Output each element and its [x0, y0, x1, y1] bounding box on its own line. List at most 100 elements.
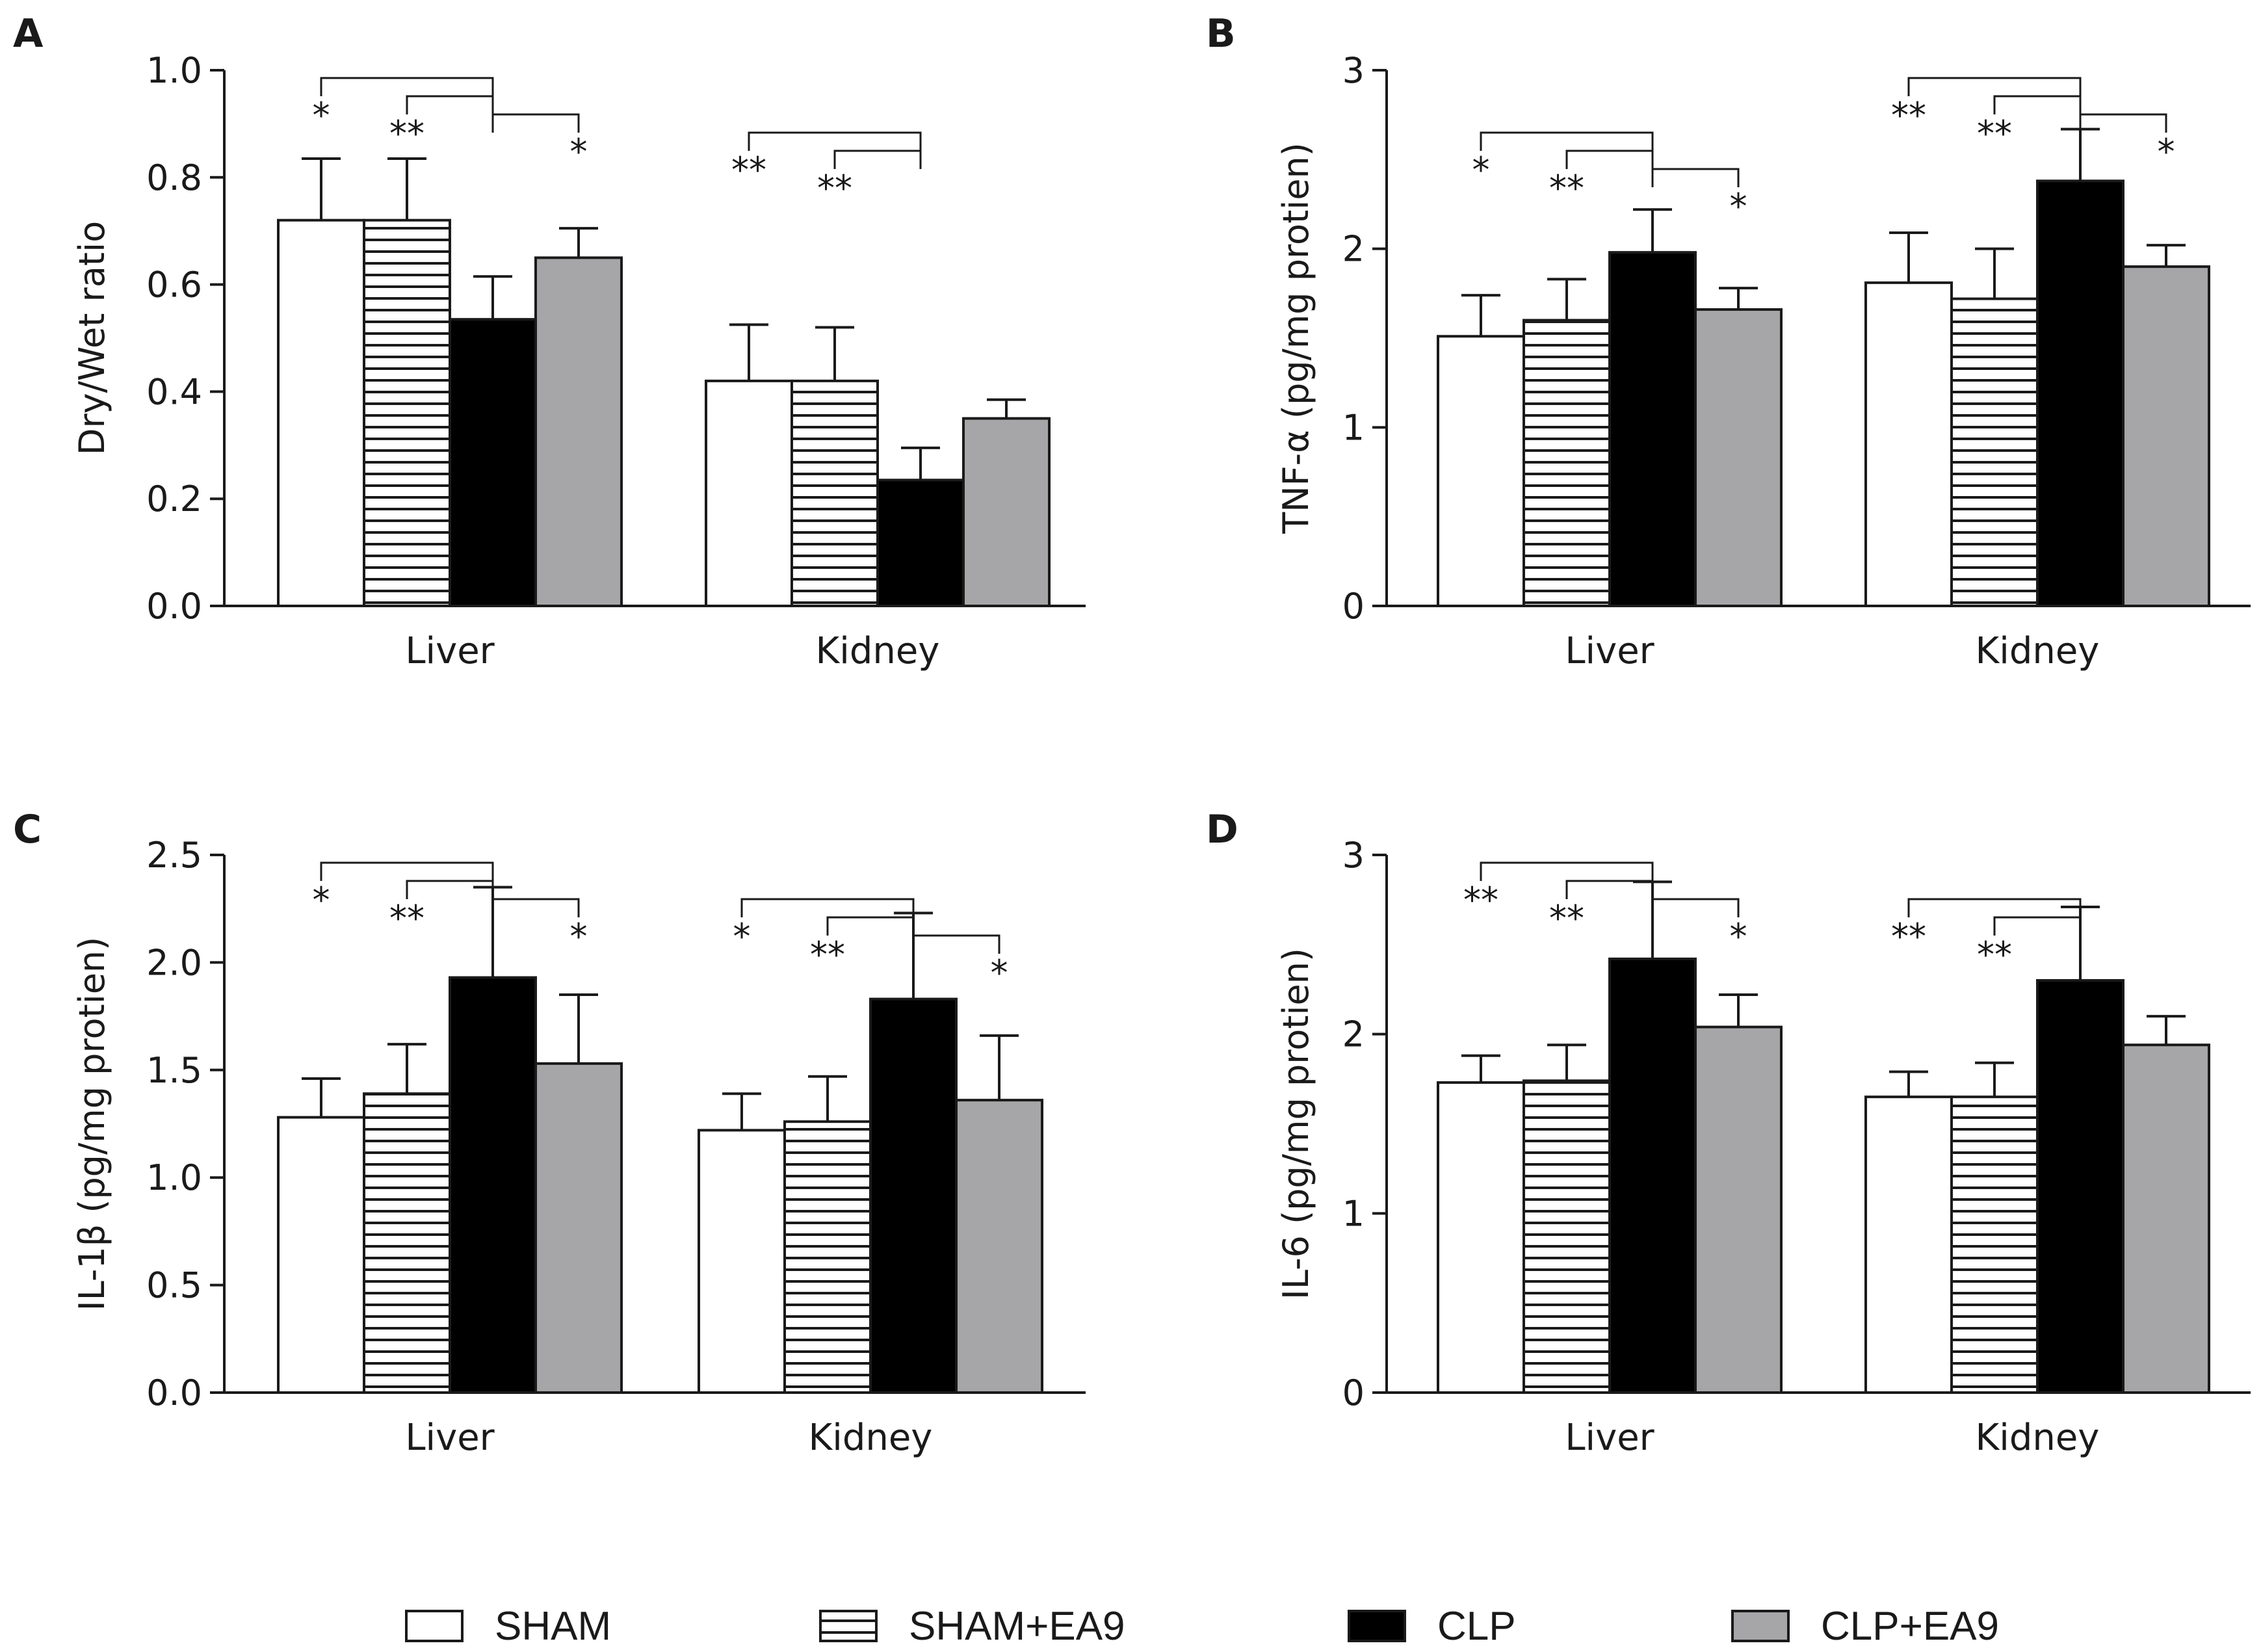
bar-clp-liver — [449, 318, 537, 607]
significance-star: * — [313, 880, 330, 921]
significance-star: ** — [1549, 898, 1584, 939]
significance-bracket — [1565, 880, 1654, 899]
y-tick-label: 2 — [1342, 229, 1365, 270]
bar-clp-ea9-kidney — [2122, 1043, 2210, 1394]
panel-a: A Dry/Wet ratio 0.0 0.2 0.4 0.6 0.8 1.0 Liver Kid… — [13, 11, 1086, 672]
significance-star: ** — [389, 898, 425, 939]
bar-clp-kidney — [876, 479, 965, 607]
legend-label-sham: SHAM — [495, 1604, 611, 1649]
legend: SHAM SHAM+EA9 CLP CLP+EA9 — [405, 1604, 1999, 1649]
category-label: Kidney — [1976, 630, 2100, 672]
significance-bracket — [1565, 150, 1654, 169]
y-tick-label: 0.5 — [146, 1265, 202, 1306]
y-tick-label: 0.8 — [146, 157, 202, 198]
bar-sham-liver — [1437, 335, 1525, 608]
category-label: Kidney — [809, 1417, 933, 1459]
significance-bracket — [491, 113, 580, 133]
legend-label-clp-ea9: CLP+EA9 — [1821, 1604, 1999, 1649]
significance-star: * — [313, 95, 330, 136]
significance-bracket — [491, 898, 580, 917]
panel-letter: D — [1206, 807, 1238, 852]
significance-bracket — [1651, 898, 1740, 917]
category-label: Kidney — [1976, 1417, 2100, 1459]
significance-bracket — [1480, 861, 1654, 881]
significance-star: ** — [1891, 95, 1926, 136]
y-tick-label: 0.6 — [146, 265, 202, 306]
bar-clp-ea9-kidney — [962, 417, 1051, 607]
significance-bracket — [406, 880, 494, 899]
significance-star: * — [570, 131, 588, 172]
bar-sham-liver — [1437, 1081, 1525, 1394]
significance-star: ** — [1891, 916, 1926, 957]
significance-star: ** — [1977, 934, 2012, 975]
significance-bracket — [912, 934, 1000, 954]
category-label: Liver — [405, 1417, 495, 1459]
bar-clp-kidney — [869, 997, 958, 1394]
bar-sham-ea9-kidney — [1950, 297, 2039, 607]
significance-bracket — [1907, 77, 2082, 96]
significance-bracket — [826, 916, 915, 936]
significance-star: ** — [810, 934, 845, 975]
bar-clp-ea9-liver — [1694, 1025, 1783, 1394]
bar-sham-ea9-kidney — [791, 379, 879, 607]
category-label: Liver — [1565, 630, 1654, 672]
significance-bracket — [740, 898, 915, 917]
y-tick-label: 0.4 — [146, 371, 202, 412]
bar-clp-liver — [1608, 957, 1697, 1395]
significance-bracket — [1993, 916, 2082, 936]
category-label: Kidney — [816, 630, 940, 672]
bar-sham-ea9-liver — [1523, 319, 1611, 607]
legend-swatch-sham — [405, 1610, 464, 1642]
significance-bracket — [320, 861, 494, 881]
y-axis-title: TNF-α (pg/mg protien) — [1275, 142, 1316, 534]
y-tick-label: 2 — [1342, 1014, 1365, 1055]
bar-clp-ea9-kidney — [955, 1099, 1043, 1395]
bar-clp-liver — [1608, 251, 1697, 608]
bar-sham-ea9-liver — [363, 218, 451, 608]
bar-sham-ea9-kidney — [1950, 1095, 2039, 1395]
bar-clp-liver — [449, 976, 537, 1394]
y-tick-label: 0 — [1342, 586, 1365, 627]
bar-sham-ea9-kidney — [783, 1120, 872, 1395]
bar-sham-liver — [277, 1116, 365, 1395]
legend-swatch-clp-ea9 — [1731, 1610, 1790, 1642]
y-tick-label: 1.0 — [146, 50, 202, 91]
significance-star: ** — [817, 168, 852, 209]
significance-star: * — [1730, 186, 1747, 227]
bar-clp-ea9-liver — [534, 256, 623, 607]
y-tick-label: 0.0 — [146, 586, 202, 627]
y-tick-label: 1.0 — [146, 1157, 202, 1198]
bar-sham-ea9-liver — [1523, 1079, 1611, 1394]
y-tick-label: 2.0 — [146, 942, 202, 983]
significance-star: * — [1730, 916, 1747, 957]
bar-clp-ea9-liver — [1694, 308, 1783, 607]
panel-letter: B — [1206, 11, 1236, 57]
significance-star: ** — [1977, 113, 2012, 154]
significance-star: * — [2158, 131, 2175, 172]
panel-c: C IL-1β (pg/mg protien) 0.0 0.5 1.0 1.5 2.0 2.5… — [13, 807, 1086, 1459]
y-tick-label: 0.0 — [146, 1372, 202, 1413]
y-axis-title: IL-6 (pg/mg protien) — [1275, 948, 1316, 1300]
significance-star: ** — [731, 150, 766, 190]
y-tick-label: 1.5 — [146, 1050, 202, 1091]
category-label: Liver — [405, 630, 495, 672]
significance-bracket — [1480, 131, 1654, 151]
significance-star: ** — [1549, 168, 1584, 209]
panel-letter: A — [13, 11, 44, 57]
y-tick-label: 1 — [1342, 407, 1365, 448]
significance-bracket — [833, 150, 922, 169]
y-tick-label: 3 — [1342, 50, 1365, 91]
legend-swatch-sham-ea9 — [819, 1610, 878, 1642]
y-tick-label: 0.2 — [146, 479, 202, 519]
bar-sham-liver — [277, 218, 365, 608]
bar-sham-ea9-liver — [363, 1092, 451, 1394]
y-tick-label: 3 — [1342, 835, 1365, 876]
bar-sham-kidney — [1864, 281, 1953, 607]
significance-bracket — [1651, 168, 1740, 187]
y-tick-label: 0 — [1342, 1372, 1365, 1413]
bar-sham-kidney — [1864, 1095, 1953, 1395]
significance-bracket — [2079, 113, 2167, 133]
significance-star: ** — [1463, 880, 1498, 921]
